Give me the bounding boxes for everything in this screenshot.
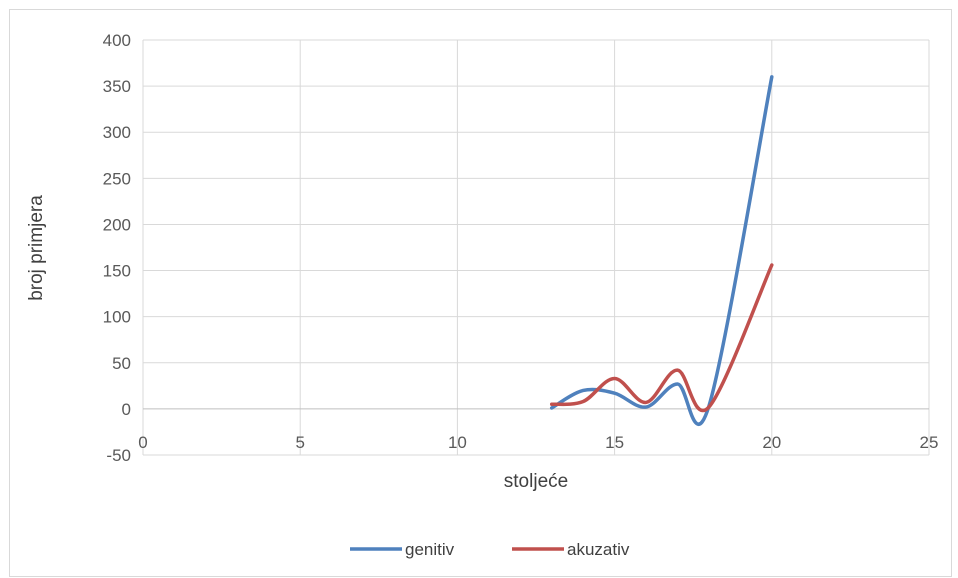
series-lines: [549, 75, 774, 426]
y-tick-label: 200: [103, 215, 131, 234]
y-axis-title: broj primjera: [26, 195, 47, 301]
y-tick-label: 50: [112, 354, 131, 373]
y-tick-label: 100: [103, 308, 131, 327]
x-tick-label: 0: [138, 433, 147, 452]
tick-labels: -50 0 50 100 150 200 250 300 350 400 0 5 10 15 20 25: [103, 31, 939, 465]
gridlines: [142, 39, 930, 456]
x-tick-label: 20: [762, 433, 781, 452]
y-tick-label: 350: [103, 77, 131, 96]
x-tick-label: 10: [448, 433, 467, 452]
x-tick-label: 25: [920, 433, 939, 452]
y-tick-label: 400: [103, 31, 131, 50]
x-tick-label: 15: [605, 433, 624, 452]
legend: genitiv akuzativ: [350, 540, 630, 559]
y-tick-label: 300: [103, 123, 131, 142]
legend-label-genitiv: genitiv: [405, 540, 455, 559]
chart-frame: [9, 9, 952, 577]
y-tick-label: -50: [106, 446, 131, 465]
series-line-genitiv: [549, 75, 774, 426]
series-line-akuzativ: [549, 263, 774, 413]
y-tick-label: 0: [122, 400, 131, 419]
x-tick-label: 5: [295, 433, 304, 452]
x-axis-title: stoljeće: [504, 471, 568, 492]
y-tick-label: 250: [103, 169, 131, 188]
y-tick-label: 150: [103, 262, 131, 281]
legend-label-akuzativ: akuzativ: [567, 540, 630, 559]
